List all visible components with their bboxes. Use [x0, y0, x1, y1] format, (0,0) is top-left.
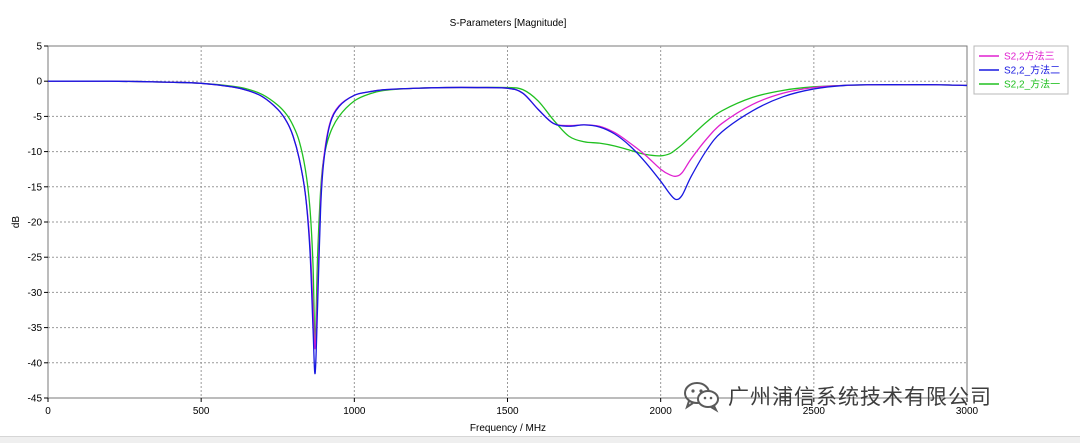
y-tick-label: -30 [28, 288, 43, 299]
grid [47, 45, 968, 399]
y-tick-label: -5 [33, 112, 42, 123]
x-tick-label: 500 [193, 406, 210, 417]
axes: 0 500 1000 1500 2000 2500 3000 5 0 -5 -10 -15 -20 -25… [28, 42, 979, 418]
wechat-logo-icon [684, 382, 719, 413]
y-tick-label: -10 [28, 147, 43, 158]
y-tick-label: -35 [28, 323, 43, 334]
x-tick-label: 0 [45, 406, 51, 417]
x-tick-label: 1500 [496, 406, 519, 417]
y-tick-label: -15 [28, 182, 43, 193]
x-tick-label: 2000 [650, 406, 673, 417]
series-line [47, 80, 968, 375]
y-tick-label: -40 [28, 358, 43, 369]
x-tick-label: 3000 [956, 406, 979, 417]
y-tick-label: 0 [36, 77, 42, 88]
legend-entry: S2,2方法三 [1004, 50, 1055, 63]
x-tick-label: 1000 [343, 406, 366, 417]
watermark: 广州浦信系统技术有限公司 [682, 379, 992, 413]
y-tick-label: -45 [28, 394, 43, 405]
y-tick-label: -20 [28, 218, 43, 229]
watermark-text: 广州浦信系统技术有限公司 [728, 385, 992, 409]
window-bottom-strip [0, 436, 1080, 443]
legend-entry: S2,2_方法二 [1004, 64, 1060, 77]
y-axis-label: dB [11, 216, 22, 229]
chart-title: S-Parameters [Magnitude] [450, 18, 567, 29]
x-tick-label: 2500 [803, 406, 826, 417]
y-tick-label: 5 [36, 42, 42, 53]
x-axis-label: Frequency / MHz [470, 423, 546, 434]
series-lines [47, 80, 968, 375]
y-tick-label: -25 [28, 253, 43, 264]
legend-entry: S2,2_方法一 [1004, 78, 1060, 91]
